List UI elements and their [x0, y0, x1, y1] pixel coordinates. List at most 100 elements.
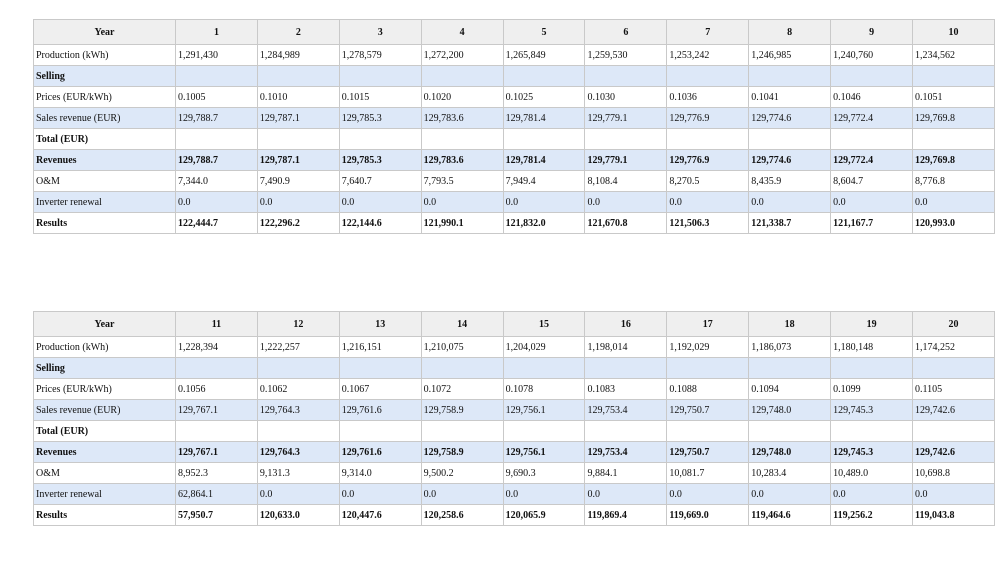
cell: 7,793.5: [420, 170, 504, 192]
cell: [912, 65, 995, 87]
year-7-header: 7: [666, 19, 750, 45]
cell: 0.1078: [502, 378, 586, 400]
cell: 129,761.6: [338, 441, 422, 463]
cell: 7,949.4: [502, 170, 586, 192]
cell: 129,756.1: [502, 441, 586, 463]
cell: [502, 65, 586, 87]
cell: [420, 128, 504, 150]
year-20-header: 20: [912, 311, 995, 337]
cell: 9,314.0: [338, 462, 422, 484]
cell: 120,065.9: [502, 504, 586, 526]
cell: 121,990.1: [420, 212, 504, 234]
cell: 10,081.7: [666, 462, 750, 484]
row-label: Production (kWh): [33, 336, 176, 358]
cell: [584, 357, 668, 379]
row-label: Results: [33, 504, 176, 526]
year-14-header: 14: [420, 311, 504, 337]
year-10-header: 10: [912, 19, 995, 45]
cell: 129,785.3: [338, 149, 422, 171]
cell: [420, 420, 504, 442]
cell: 120,993.0: [912, 212, 995, 234]
year-header: Year: [33, 19, 176, 45]
cell: [584, 65, 668, 87]
cell: 129,753.4: [584, 441, 668, 463]
cell: 0.0: [338, 191, 422, 213]
sales-revenue-row: Sales revenue (EUR) 129,767.1 129,764.3 …: [33, 399, 995, 421]
cell: 0.1051: [912, 86, 995, 108]
cell: [912, 128, 995, 150]
production-row: Production (kWh) 1,291,430 1,284,989 1,2…: [33, 44, 995, 66]
cell: 0.1036: [666, 86, 750, 108]
revenues-row: Revenues 129,767.1 129,764.3 129,761.6 1…: [33, 441, 995, 463]
cell: 119,043.8: [912, 504, 995, 526]
cell: 129,788.7: [175, 107, 258, 129]
cell: 9,884.1: [584, 462, 668, 484]
revenues-row: Revenues 129,788.7 129,787.1 129,785.3 1…: [33, 149, 995, 171]
cell: 1,222,257: [256, 336, 340, 358]
cell: [830, 357, 914, 379]
cell: 57,950.7: [175, 504, 258, 526]
cell: 9,131.3: [256, 462, 340, 484]
total-section-row: Total (EUR): [33, 420, 995, 442]
cell: 8,435.9: [748, 170, 832, 192]
cell: 0.0: [912, 191, 995, 213]
cell: 120,633.0: [256, 504, 340, 526]
row-label: Total (EUR): [33, 128, 176, 150]
cell: 0.0: [830, 191, 914, 213]
cell: [748, 128, 832, 150]
cell: 129,761.6: [338, 399, 422, 421]
cell: 119,869.4: [584, 504, 668, 526]
year-16-header: 16: [584, 311, 668, 337]
year-13-header: 13: [338, 311, 422, 337]
row-label: Selling: [33, 357, 176, 379]
cell: 0.0: [666, 191, 750, 213]
cell: 129,785.3: [338, 107, 422, 129]
cell: 0.0: [175, 191, 258, 213]
cell: [256, 357, 340, 379]
cell: 1,253,242: [666, 44, 750, 66]
cell: 7,490.9: [256, 170, 340, 192]
cell: 7,640.7: [338, 170, 422, 192]
cell: 129,764.3: [256, 399, 340, 421]
cell: 120,258.6: [420, 504, 504, 526]
cell: 0.0: [748, 483, 832, 505]
cell: 1,180,148: [830, 336, 914, 358]
cell: 0.0: [584, 191, 668, 213]
cell: [830, 65, 914, 87]
year-2-header: 2: [256, 19, 340, 45]
cell: 10,489.0: [830, 462, 914, 484]
row-label: Prices (EUR/kWh): [33, 378, 176, 400]
prices-row: Prices (EUR/kWh) 0.1056 0.1062 0.1067 0.…: [33, 378, 995, 400]
cell: 129,758.9: [420, 441, 504, 463]
cell: 1,198,014: [584, 336, 668, 358]
year-12-header: 12: [256, 311, 340, 337]
cell: 119,669.0: [666, 504, 750, 526]
year-3-header: 3: [338, 19, 422, 45]
row-label: Selling: [33, 65, 176, 87]
cell: 129,767.1: [175, 399, 258, 421]
cell: 0.0: [502, 191, 586, 213]
cell: 129,756.1: [502, 399, 586, 421]
cell: 0.1099: [830, 378, 914, 400]
year-11-header: 11: [175, 311, 258, 337]
cell: 0.1105: [912, 378, 995, 400]
cell: 62,864.1: [175, 483, 258, 505]
cell: 0.0: [830, 483, 914, 505]
cell: 129,788.7: [175, 149, 258, 171]
cell: 0.1088: [666, 378, 750, 400]
cell: 0.1025: [502, 86, 586, 108]
cell: 120,447.6: [338, 504, 422, 526]
cell: 0.0: [256, 191, 340, 213]
row-label: Results: [33, 212, 176, 234]
header-row: Year 11 12 13 14 15 16 17 18 19 20: [33, 311, 995, 337]
cell: 0.0: [666, 483, 750, 505]
row-label: Revenues: [33, 441, 176, 463]
cell: 122,296.2: [256, 212, 340, 234]
cell: [338, 420, 422, 442]
header-row: Year 1 2 3 4 5 6 7 8 9 10: [33, 19, 995, 45]
row-label: Revenues: [33, 149, 176, 171]
cell: 0.0: [338, 483, 422, 505]
cell: 121,167.7: [830, 212, 914, 234]
production-row: Production (kWh) 1,228,394 1,222,257 1,2…: [33, 336, 995, 358]
cell: [502, 420, 586, 442]
